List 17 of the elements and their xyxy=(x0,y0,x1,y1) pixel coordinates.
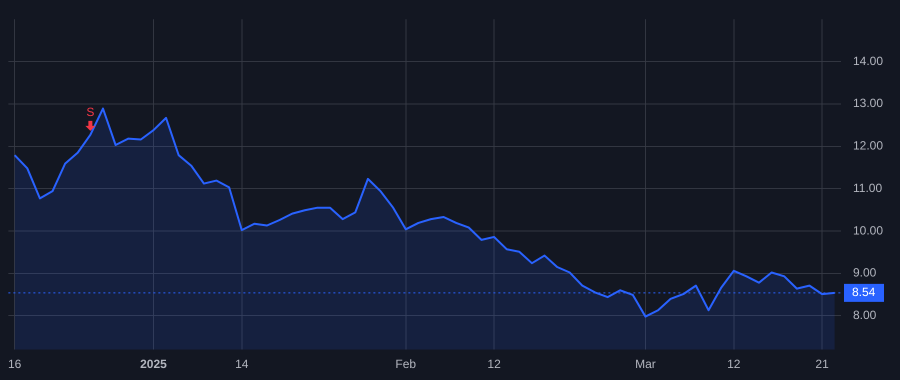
y-tick-label: 14.00 xyxy=(853,54,884,68)
x-tick-label: 12 xyxy=(727,357,741,372)
y-tick-label: 10.00 xyxy=(853,223,884,238)
x-tick-label: 14 xyxy=(235,357,249,372)
y-tick-label: 13.00 xyxy=(853,96,884,110)
x-tick-label: Feb xyxy=(395,357,416,372)
ref-line-label: 8.54 xyxy=(852,285,876,300)
x-tick-label: 2025 xyxy=(140,357,168,372)
annotation: S xyxy=(86,105,94,120)
x-tick-label: 12 xyxy=(487,357,502,372)
y-tick-label: 11.00 xyxy=(853,180,882,195)
x-tick-label: 21 xyxy=(815,357,830,372)
x-tick-label: 16 xyxy=(8,357,22,372)
y-tick-label: 12.00 xyxy=(853,138,884,153)
x-tick-label: Mar xyxy=(635,357,656,372)
y-tick-label: 8.00 xyxy=(853,308,877,322)
y-tick-label: 9.00 xyxy=(853,266,877,280)
